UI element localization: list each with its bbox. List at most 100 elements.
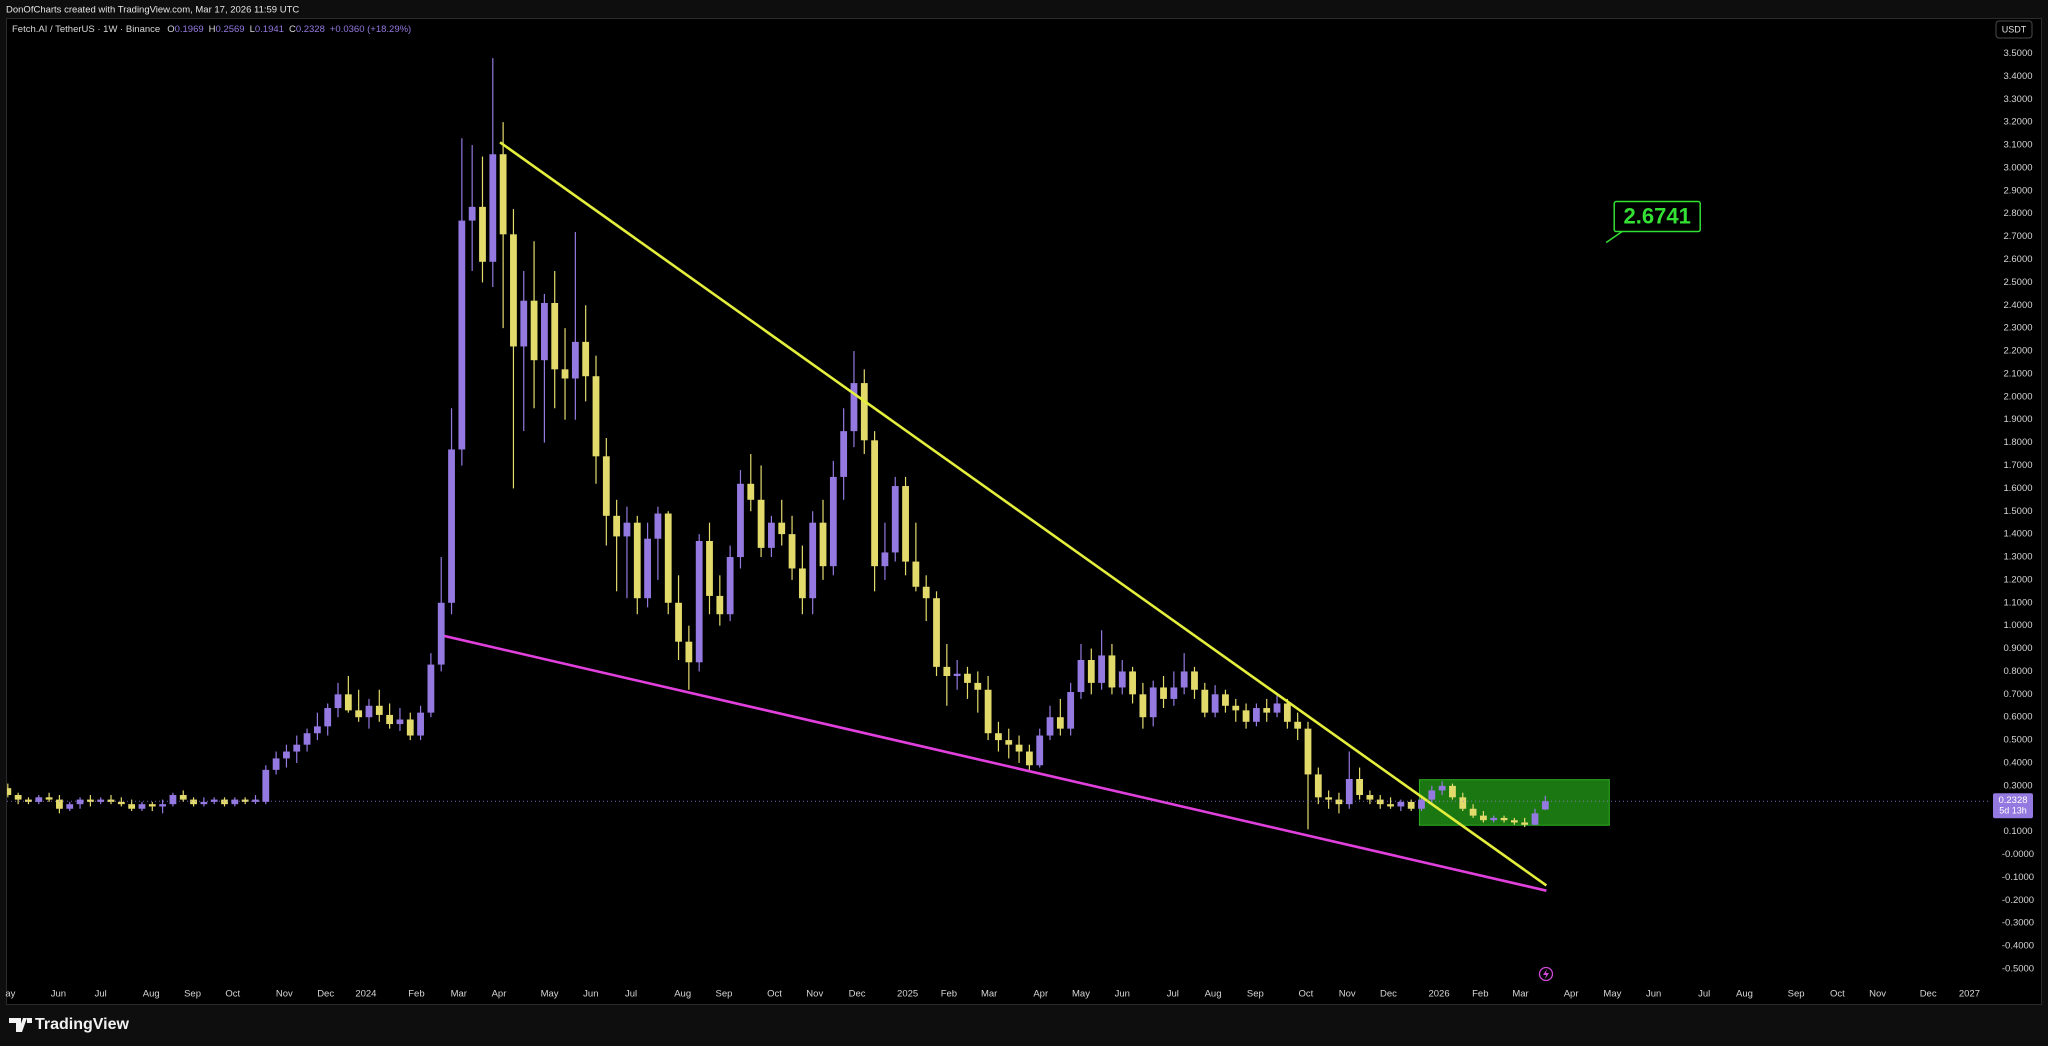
candle-body <box>293 744 301 752</box>
candle-body <box>262 769 270 802</box>
candle-body <box>1335 799 1343 805</box>
candle-body <box>406 719 414 736</box>
candle-body <box>860 383 868 441</box>
price-note-text: 2.6741 <box>1624 203 1691 228</box>
candle-body <box>221 799 228 805</box>
candle-body <box>1294 721 1302 729</box>
candle-body <box>169 795 177 805</box>
candle-body <box>1098 655 1106 683</box>
candle-body <box>1345 779 1353 805</box>
candle-body <box>602 456 610 516</box>
x-tick-label: Jun <box>1115 989 1130 1000</box>
x-tick-label: Sep <box>184 989 201 1000</box>
candle-body <box>479 206 486 262</box>
x-tick-label: Dec <box>1920 989 1937 1000</box>
y-tick-label: -0.1000 <box>2002 872 2034 883</box>
candle-body <box>448 449 455 603</box>
x-tick-label: Apr <box>1033 989 1048 1000</box>
candle-body <box>984 689 992 734</box>
alert-icon-bolt[interactable] <box>1543 969 1549 979</box>
currency-label[interactable]: USDT <box>2002 24 2027 34</box>
x-tick-label: Mar <box>981 989 997 1000</box>
alert-icon-ring[interactable] <box>1538 966 1554 982</box>
x-tick-label: 2025 <box>897 989 918 1000</box>
candle-body <box>571 341 579 379</box>
candle-body <box>922 586 930 599</box>
x-tick-label: Mar <box>451 989 467 1000</box>
y-tick-label: 1.5000 <box>2003 506 2032 517</box>
y-tick-label: 2.9000 <box>2003 185 2032 196</box>
legend-value: 0.1941 <box>255 24 284 35</box>
candle-body <box>1273 703 1281 713</box>
candle-body <box>1304 728 1312 775</box>
candle-body <box>417 712 424 736</box>
candle-body <box>695 540 703 663</box>
candle-body <box>891 486 899 553</box>
y-tick-label: 1.1000 <box>2003 597 2032 608</box>
candle-body <box>1160 687 1167 699</box>
x-tick-label: Feb <box>408 989 424 1000</box>
y-tick-label: 0.5000 <box>2003 735 2032 746</box>
candle-body <box>1170 687 1178 699</box>
candle-body <box>953 673 961 677</box>
candle-body <box>107 799 115 802</box>
x-tick-label: Nov <box>276 989 293 1000</box>
candle-body <box>375 705 383 715</box>
candle-body <box>829 476 837 567</box>
candle-body <box>1541 801 1549 810</box>
last-price-label: 0.2328 <box>1998 795 2027 806</box>
x-tick-label: Aug <box>1736 989 1753 1000</box>
y-tick-label: 2.2000 <box>2003 346 2032 357</box>
y-tick-label: 2.1000 <box>2003 368 2032 379</box>
candle-body <box>1108 655 1116 688</box>
candle-body <box>582 341 590 377</box>
y-tick-label: 0.4000 <box>2003 757 2032 768</box>
currency-button[interactable] <box>1995 20 2033 39</box>
candle-body <box>561 369 569 379</box>
alert-icon[interactable] <box>1538 966 1554 982</box>
candle-body <box>1428 790 1436 800</box>
y-tick-label: 1.3000 <box>2003 552 2032 563</box>
candle-body <box>1480 815 1487 821</box>
y-tick-label: -0.3000 <box>2002 918 2034 929</box>
chart-frame <box>6 18 2042 1005</box>
y-tick-label: 0.8000 <box>2003 666 2032 677</box>
footer-brand: TradingView <box>35 1016 130 1033</box>
candle-body <box>530 300 538 361</box>
x-tick-label: Nov <box>1339 989 1356 1000</box>
candle-body <box>726 557 734 615</box>
legend-key: H <box>209 24 216 35</box>
candle-body <box>943 666 951 677</box>
candle-body <box>1118 671 1126 688</box>
x-tick-label: Sep <box>1788 989 1805 1000</box>
y-tick-label: 2.6000 <box>2003 254 2032 265</box>
candle-body <box>489 154 497 262</box>
legend-value: 0.2569 <box>216 24 245 35</box>
candle-body <box>458 220 466 450</box>
candle-body <box>1376 799 1384 805</box>
candle-body <box>1407 801 1415 809</box>
legend-title: Fetch.AI / TetherUS · 1W · Binance <box>12 24 160 35</box>
candle-body <box>1459 797 1467 809</box>
x-tick-label: Feb <box>941 989 957 1000</box>
candle-body <box>1521 822 1529 825</box>
y-tick-label: 3.2000 <box>2003 117 2032 128</box>
candle-body <box>520 300 528 347</box>
candle-body <box>706 540 713 596</box>
y-tick-label: 2.4000 <box>2003 300 2032 311</box>
candle-body <box>1191 671 1198 690</box>
y-tick-label: 1.6000 <box>2003 483 2032 494</box>
candle-body <box>25 799 32 802</box>
candle-body <box>1397 801 1405 807</box>
x-tick-label: Oct <box>1830 989 1845 1000</box>
candle-body <box>14 795 22 800</box>
candle-body <box>66 804 74 809</box>
candle-body <box>355 710 363 718</box>
candle-body <box>664 513 672 603</box>
candle-body <box>1025 751 1033 766</box>
candle-body <box>1036 735 1044 766</box>
x-tick-label: Oct <box>767 989 782 1000</box>
candle-body <box>881 552 889 567</box>
candle-body <box>148 804 156 807</box>
